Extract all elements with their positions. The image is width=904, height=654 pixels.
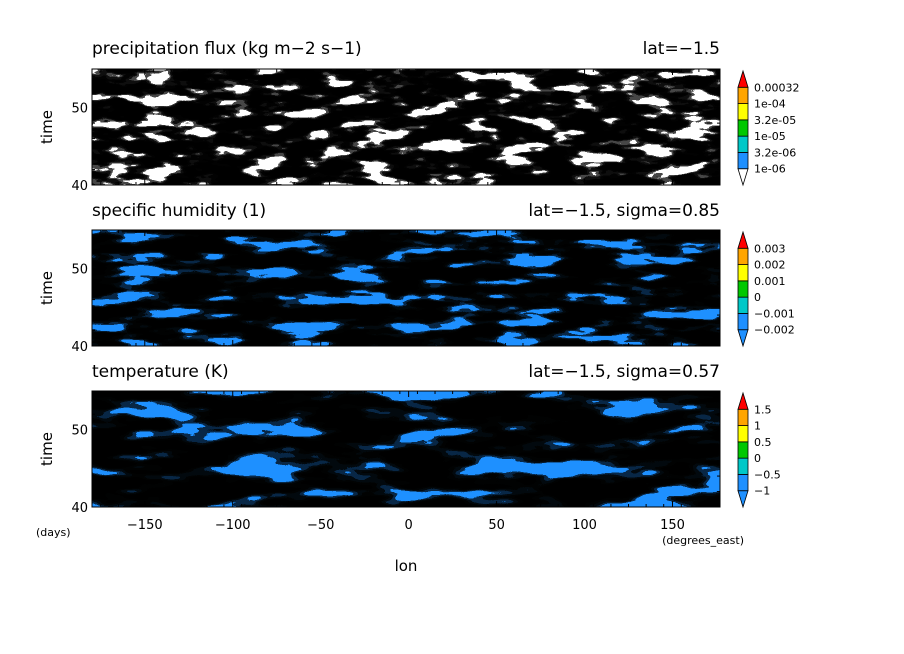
panel-0-colorbar-label: 1e-06 — [754, 163, 786, 176]
panel-2-colorbar-label: 0 — [754, 452, 761, 465]
panel-1-colorbar-label: −0.001 — [754, 307, 795, 320]
panel-0-field — [92, 69, 720, 185]
panel-2: 40 50 temperature (K) lat=−1.5, sigma=0.57 t… — [36, 362, 781, 575]
colorbar-arrow-top — [737, 391, 749, 410]
panel-2-ytick-label: 50 — [71, 424, 88, 439]
xtick-label: −100 — [215, 518, 251, 533]
panel-1-colorbar-label: −0.002 — [754, 324, 795, 337]
panel-0-ytick-label: 40 — [71, 179, 88, 194]
panel-1-colorbar-label: 0.003 — [754, 242, 786, 255]
panel-0-colorbar-label: 1e-05 — [754, 130, 786, 143]
panel-1-colorbar: −0.002 −0.001 0 0.001 0.002 0.003 — [737, 230, 795, 348]
panel-0-title: precipitation flux (kg m−2 s−1) — [92, 39, 362, 59]
colorbar-swatch — [737, 408, 749, 426]
panel-1: 40 50 specific humidity (1) lat=−1.5, sigma… — [38, 201, 795, 355]
panel-0-ylabel: time — [38, 110, 56, 144]
colorbar-arrow-bottom — [737, 168, 749, 187]
panel-2-subtitle: lat=−1.5, sigma=0.57 — [528, 362, 720, 382]
colorbar-arrow-top — [737, 230, 749, 249]
colorbar-swatch — [737, 425, 749, 443]
colorbar-swatch — [737, 264, 749, 282]
panel-2-ytick-label: 40 — [71, 501, 88, 516]
panel-1-colorbar-label: 0 — [754, 291, 761, 304]
xtick-label: 50 — [488, 518, 505, 533]
colorbar-arrow-bottom — [737, 329, 749, 348]
panel-2-field — [92, 391, 720, 507]
xtick-label: 100 — [572, 518, 597, 533]
panel-1-title: specific humidity (1) — [92, 201, 266, 221]
panel-1-ylabel: time — [38, 271, 56, 305]
panel-1-subtitle: lat=−1.5, sigma=0.85 — [528, 201, 720, 221]
colorbar-swatch — [737, 119, 749, 137]
panel-0-colorbar-label: 3.2e-05 — [754, 114, 796, 127]
panel-2-colorbar-label: 0.5 — [754, 436, 772, 449]
colorbar-swatch — [737, 280, 749, 298]
panel-0-colorbar: 1e-06 3.2e-06 1e-05 3.2e-05 1e-04 0.00032 — [737, 69, 800, 187]
colorbar-swatch — [737, 474, 749, 492]
panel-2-frame — [91, 390, 721, 508]
panel-2-colorbar-label: −1 — [754, 485, 770, 498]
panel-0-ytick-label: 50 — [71, 102, 88, 117]
panel-1-frame — [91, 229, 721, 347]
panel-2-contours — [92, 391, 720, 507]
xtick-label: 0 — [404, 518, 412, 533]
panel-2-title: temperature (K) — [92, 362, 229, 382]
y-unit: (days) — [36, 526, 71, 539]
x-unit: (degrees_east) — [662, 534, 744, 547]
panel-0-subtitle: lat=−1.5 — [643, 39, 720, 59]
colorbar-swatch — [737, 441, 749, 459]
panel-0: 40 50 precipitation flux (kg m−2 s−1) lat=−… — [38, 39, 800, 194]
panel-1-colorbar-label: 0.001 — [754, 275, 786, 288]
panel-2-colorbar-label: −0.5 — [754, 468, 781, 481]
panel-1-ytick-label: 40 — [71, 340, 88, 355]
xtick-label: −50 — [307, 518, 334, 533]
panel-2-colorbar-label: 1 — [754, 420, 761, 433]
panel-0-colorbar-label: 3.2e-06 — [754, 146, 796, 159]
panel-1-ytick-label: 50 — [71, 263, 88, 278]
panel-2-ylabel: time — [38, 432, 56, 466]
colorbar-swatch — [737, 313, 749, 331]
colorbar-swatch — [737, 457, 749, 475]
panel-0-contours — [92, 69, 720, 185]
colorbar-arrow-bottom — [737, 490, 749, 509]
panel-0-colorbar-label: 1e-04 — [754, 98, 786, 111]
colorbar-swatch — [737, 296, 749, 314]
colorbar-swatch — [737, 135, 749, 153]
panel-1-contours — [92, 230, 720, 346]
colorbar-swatch — [737, 103, 749, 121]
xlabel: lon — [395, 557, 418, 575]
xtick-label: −150 — [127, 518, 163, 533]
panel-0-frame — [91, 68, 721, 186]
xtick-label: 150 — [660, 518, 685, 533]
panel-1-colorbar-label: 0.002 — [754, 259, 786, 272]
colorbar-arrow-top — [737, 69, 749, 88]
panel-2-colorbar-label: 1.5 — [754, 403, 772, 416]
colorbar-swatch — [737, 86, 749, 104]
panel-0-colorbar-label: 0.00032 — [754, 81, 800, 94]
panel-2-colorbar: −1 −0.5 0 0.5 1 1.5 — [737, 391, 781, 509]
colorbar-swatch — [737, 247, 749, 265]
colorbar-swatch — [737, 152, 749, 170]
panel-1-field — [92, 230, 720, 346]
